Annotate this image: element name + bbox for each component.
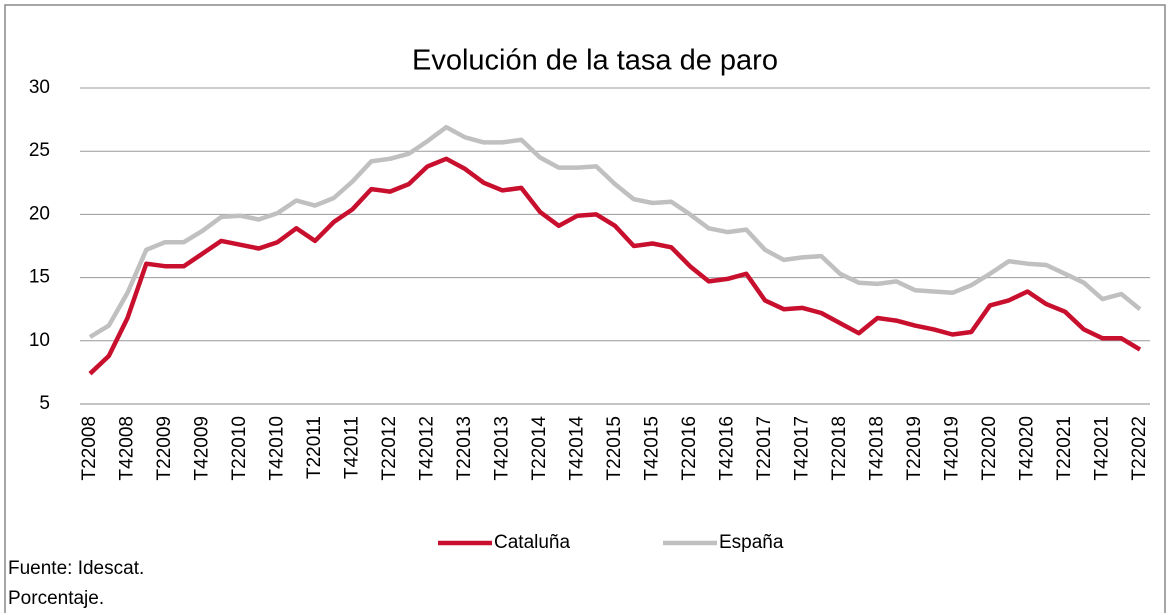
x-tick-label: T22010	[229, 416, 250, 480]
y-tick-label: 20	[29, 203, 50, 224]
x-tick-label: T22022	[1129, 416, 1150, 480]
series-line	[88, 156, 1142, 376]
x-tick-label: T42011	[342, 416, 363, 479]
x-tick-label: T42021	[1092, 416, 1113, 480]
x-tick-label: T22015	[604, 416, 625, 480]
x-tick-label: T42008	[117, 416, 138, 480]
x-tick-label: T22014	[529, 416, 550, 481]
x-tick-label: T42019	[942, 416, 963, 480]
x-tick-label: T22017	[754, 416, 775, 480]
x-tick-label: T22011	[304, 416, 325, 479]
x-tick-label: T42014	[567, 416, 588, 481]
chart-title: Evolución de la tasa de paro	[412, 45, 778, 77]
x-tick-label: T42010	[267, 416, 288, 480]
x-tick-label: T22021	[1054, 416, 1075, 480]
y-tick-label: 15	[29, 267, 50, 288]
note: Porcentaje.	[8, 588, 104, 609]
x-tick-label: T42018	[867, 416, 888, 480]
x-tick-label: T22012	[379, 416, 400, 480]
x-tick-label: T42017	[792, 416, 813, 480]
note: Fuente: Idescat.	[8, 558, 144, 579]
legend-label: España	[719, 532, 784, 553]
x-tick-label: T22016	[679, 416, 700, 480]
x-tick-label: T22020	[979, 416, 1000, 480]
y-tick-label: 30	[29, 77, 50, 98]
x-tick-label: T42012	[417, 416, 438, 480]
x-tick-label: T22018	[829, 416, 850, 480]
x-tick-label: T22019	[904, 416, 925, 480]
y-tick-label: 25	[29, 140, 50, 161]
chart-border	[4, 4, 1166, 613]
x-tick-label: T22008	[79, 416, 100, 480]
series-line	[88, 124, 1142, 339]
y-tick-label: 5	[39, 393, 50, 414]
x-tick-label: T22013	[454, 416, 475, 480]
x-tick-label: T42020	[1017, 416, 1038, 480]
x-tick-label: T42015	[642, 416, 663, 480]
x-tick-label: T42013	[492, 416, 513, 480]
legend-label: Cataluña	[494, 532, 570, 553]
x-tick-label: T22009	[154, 416, 175, 480]
x-tick-label: T42016	[717, 416, 738, 480]
y-tick-label: 10	[29, 330, 50, 351]
x-tick-label: T42009	[192, 416, 213, 480]
